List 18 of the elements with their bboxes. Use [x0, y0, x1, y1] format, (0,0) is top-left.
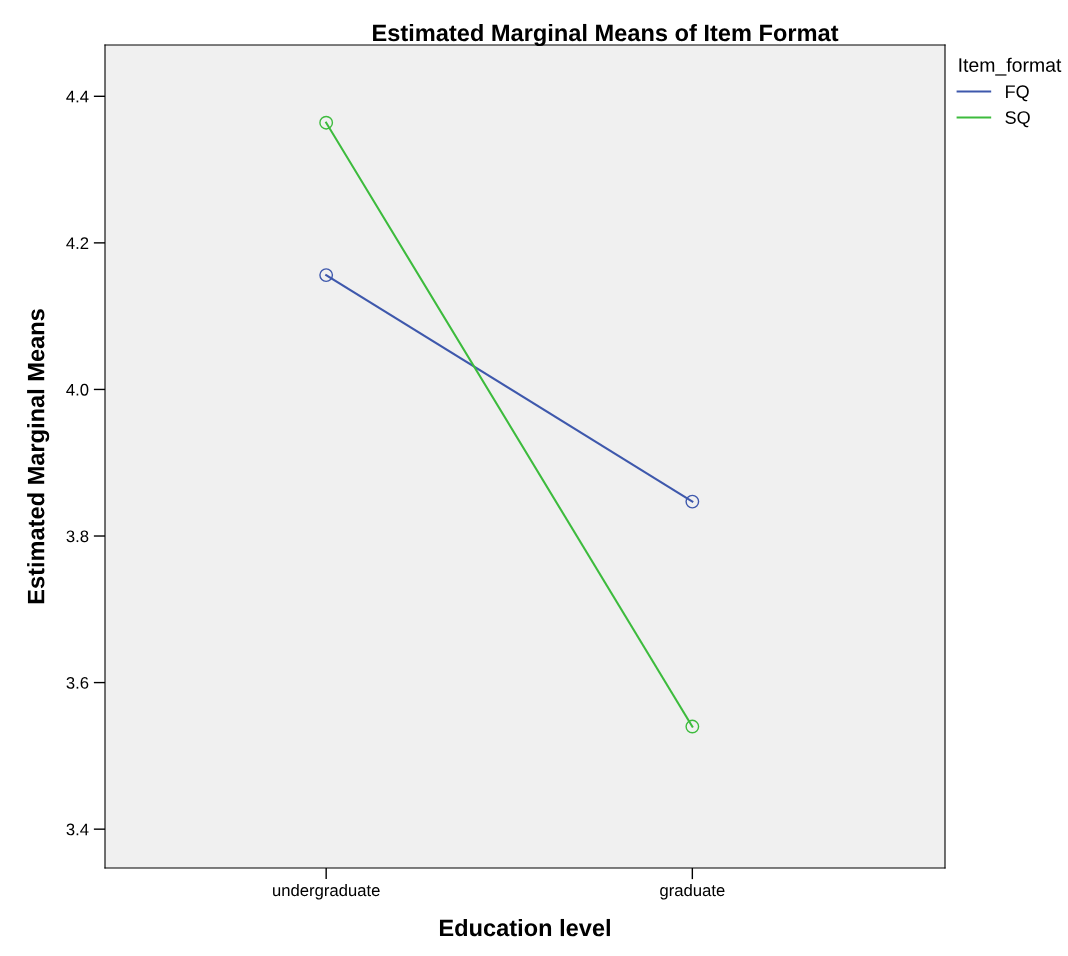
point: [319, 268, 334, 283]
x-axis-title: Education level: [439, 918, 610, 937]
legend-label: SQ: [1005, 111, 1030, 128]
point: [319, 115, 334, 130]
y-tick-label: 3.8: [66, 530, 89, 543]
y-axis-title: Estimated Marginal Means: [27, 309, 50, 604]
y-tick-label: 3.6: [66, 676, 89, 689]
legend-title: Item_format: [959, 57, 1062, 76]
chart-title: Estimated Marginal Means of Item Format: [373, 23, 839, 47]
y-tick-label: 4.4: [66, 90, 89, 103]
point: [685, 719, 700, 734]
y-tick-label: 4.2: [66, 237, 89, 249]
y-tick-label: 4.0: [66, 383, 89, 396]
y-tick-label: 3.4: [66, 823, 89, 836]
point: [685, 494, 700, 509]
legend-label: FQ: [1006, 85, 1029, 102]
x-tick-label: undergraduate: [273, 883, 380, 900]
x-tick-label: graduate: [660, 883, 725, 900]
